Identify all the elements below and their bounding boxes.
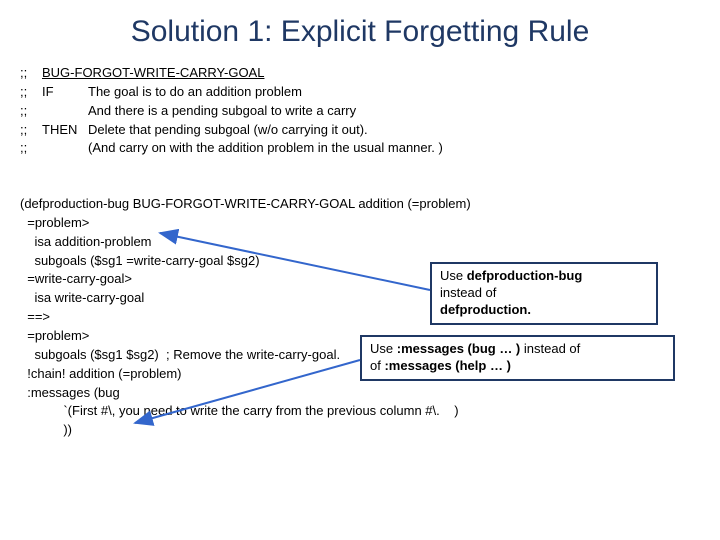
callout-messages-bug: Use :messages (bug … ) instead of of :me… [360, 335, 675, 381]
rule-kw-blank [42, 102, 88, 121]
rule-marker: ;; [20, 121, 42, 140]
callout-text: Use [370, 341, 397, 356]
code-line: =problem> [20, 215, 89, 230]
rule-name: BUG-FORGOT-WRITE-CARRY-GOAL [42, 64, 264, 83]
callout-bold: :messages (bug … ) [397, 341, 521, 356]
rule-name-row: ;; BUG-FORGOT-WRITE-CARRY-GOAL [20, 64, 700, 83]
callout-bold: :messages (help … ) [384, 358, 510, 373]
rule-then-text-1: Delete that pending subgoal (w/o carryin… [88, 121, 368, 140]
code-line: )) [20, 422, 72, 437]
rule-block: ;; BUG-FORGOT-WRITE-CARRY-GOAL ;; IF The… [20, 64, 700, 158]
rule-then-kw: THEN [42, 121, 88, 140]
callout-text: of [370, 358, 384, 373]
rule-marker: ;; [20, 139, 42, 158]
code-line: `(First #\, you need to write the carry … [20, 403, 459, 418]
code-line: subgoals ($sg1 $sg2) ; Remove the write-… [20, 347, 340, 362]
code-line: (defproduction-bug BUG-FORGOT-WRITE-CARR… [20, 196, 471, 211]
callout-bold: defproduction. [440, 302, 531, 317]
rule-if-row-2: ;; And there is a pending subgoal to wri… [20, 102, 700, 121]
rule-if-text-2: And there is a pending subgoal to write … [88, 102, 356, 121]
rule-if-text-1: The goal is to do an addition problem [88, 83, 302, 102]
callout-defproduction-bug: Use defproduction-bug instead of defprod… [430, 262, 658, 325]
callout-bold: defproduction-bug [467, 268, 583, 283]
rule-if-row-1: ;; IF The goal is to do an addition prob… [20, 83, 700, 102]
page-title: Solution 1: Explicit Forgetting Rule [20, 15, 700, 49]
code-line: :messages (bug [20, 385, 120, 400]
rule-marker: ;; [20, 102, 42, 121]
rule-then-row-1: ;; THEN Delete that pending subgoal (w/o… [20, 121, 700, 140]
rule-then-text-2: (And carry on with the addition problem … [88, 139, 443, 158]
code-line: !chain! addition (=problem) [20, 366, 182, 381]
rule-marker: ;; [20, 64, 42, 83]
rule-then-row-2: ;; (And carry on with the addition probl… [20, 139, 700, 158]
callout-text: instead of [440, 285, 496, 300]
rule-kw-blank [42, 139, 88, 158]
rule-marker: ;; [20, 83, 42, 102]
code-line: isa addition-problem [20, 234, 152, 249]
code-line: =write-carry-goal> [20, 271, 132, 286]
code-line: subgoals ($sg1 =write-carry-goal $sg2) [20, 253, 260, 268]
callout-text: Use [440, 268, 467, 283]
code-line: =problem> [20, 328, 89, 343]
code-line: isa write-carry-goal [20, 290, 144, 305]
rule-if-kw: IF [42, 83, 88, 102]
callout-text: instead of [520, 341, 580, 356]
code-line: ==> [20, 309, 50, 324]
